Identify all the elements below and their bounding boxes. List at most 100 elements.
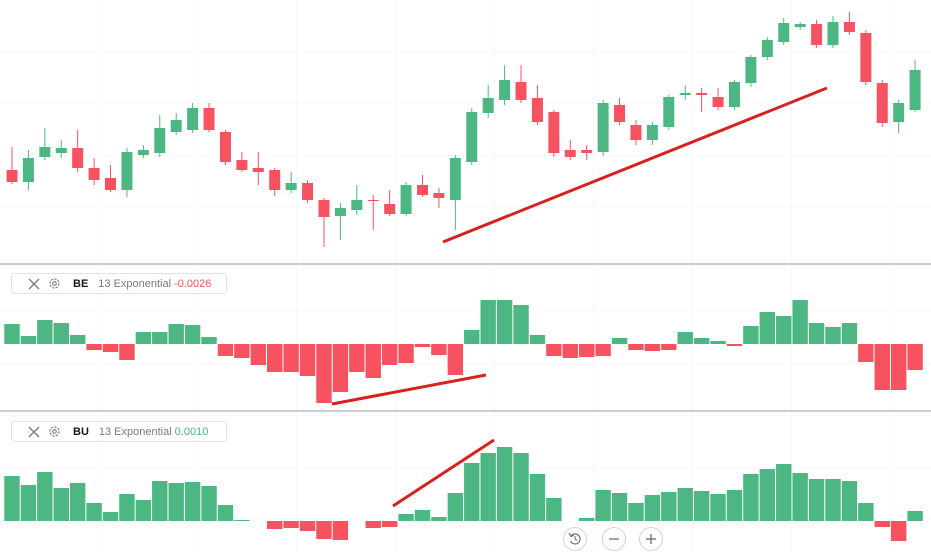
zoom-in-button[interactable] xyxy=(639,527,663,551)
candle-body xyxy=(909,70,921,110)
histogram-bar xyxy=(234,520,250,521)
histogram-bar xyxy=(595,344,611,356)
histogram-bar xyxy=(381,344,398,365)
histogram-bar xyxy=(710,341,726,344)
histogram-bar xyxy=(102,344,119,352)
histogram-bar xyxy=(86,344,102,350)
histogram-bar xyxy=(69,483,86,521)
candle-body xyxy=(170,120,182,132)
histogram-bar xyxy=(4,324,20,344)
candle-body xyxy=(811,24,823,45)
candle-body xyxy=(203,108,215,130)
candle-body xyxy=(482,98,494,113)
candle-body xyxy=(597,103,609,152)
histogram-bar xyxy=(661,344,677,350)
candle-body xyxy=(728,82,740,107)
histogram-bar xyxy=(907,511,923,521)
histogram-bar xyxy=(20,336,37,344)
histogram-bar xyxy=(349,344,365,372)
histogram-bar xyxy=(414,344,431,347)
histogram-bar xyxy=(201,486,217,521)
histogram-bar xyxy=(152,481,168,521)
histogram-bar xyxy=(447,344,464,375)
histogram-bar xyxy=(119,494,135,521)
histogram-bar xyxy=(776,464,792,521)
candle-body xyxy=(564,150,576,157)
zoom-out-button[interactable] xyxy=(602,527,626,551)
candle-body xyxy=(236,160,248,170)
histogram-bar xyxy=(759,312,776,344)
histogram-bar xyxy=(874,344,890,390)
histogram-bar xyxy=(743,326,759,344)
indicator-legend: BU 13 Exponential 0.0010 xyxy=(11,421,227,442)
histogram-bar xyxy=(184,482,201,521)
histogram-bar xyxy=(53,488,69,521)
histogram-bar xyxy=(184,325,201,344)
candle-body xyxy=(449,158,461,200)
histogram-bar xyxy=(644,344,661,351)
histogram-bar xyxy=(365,344,381,378)
histogram-bar xyxy=(890,521,907,541)
histogram-bar xyxy=(578,518,595,521)
histogram-bar xyxy=(529,335,546,344)
histogram-bar xyxy=(299,344,316,376)
candle-body xyxy=(252,168,264,172)
histogram-bar xyxy=(874,521,890,527)
close-icon[interactable] xyxy=(28,426,40,438)
histogram-bar xyxy=(693,491,710,521)
trend-line xyxy=(442,86,828,244)
candle-body xyxy=(39,147,51,157)
histogram-bar xyxy=(299,521,316,531)
candle-body xyxy=(269,170,281,190)
candle-body xyxy=(334,208,346,216)
histogram-bar xyxy=(546,498,562,521)
settings-icon[interactable] xyxy=(48,277,61,290)
candle-body xyxy=(318,200,330,217)
candle-body xyxy=(187,108,199,130)
candle-body xyxy=(712,97,724,107)
histogram-bar xyxy=(496,300,513,344)
candle-body xyxy=(646,125,658,140)
candle-body xyxy=(367,200,379,201)
trend-line xyxy=(331,373,487,406)
histogram-bar xyxy=(513,305,529,344)
candle-body xyxy=(88,168,100,180)
histogram-bar xyxy=(398,514,414,521)
candle-body xyxy=(696,93,708,95)
reset-button[interactable] xyxy=(563,527,587,551)
histogram-bar xyxy=(726,490,743,521)
histogram-bar xyxy=(644,495,661,521)
candle-body xyxy=(548,112,560,153)
candle-body xyxy=(843,22,855,32)
histogram-bar xyxy=(562,344,578,358)
candle-body xyxy=(302,183,314,200)
settings-icon[interactable] xyxy=(48,425,61,438)
histogram-bar xyxy=(890,344,907,390)
histogram-bar xyxy=(464,330,480,344)
candle-body xyxy=(6,170,18,182)
histogram-bar xyxy=(283,521,299,528)
candle-body xyxy=(876,83,888,123)
histogram-bar xyxy=(152,332,168,344)
indicator-description: 13 Exponential xyxy=(98,277,172,290)
histogram-bar xyxy=(529,474,546,521)
histogram-bar xyxy=(611,493,628,521)
histogram-bar xyxy=(4,476,20,521)
candle-body xyxy=(219,132,231,162)
histogram-bar xyxy=(628,503,644,521)
histogram-bar xyxy=(480,300,496,344)
histogram-bar xyxy=(37,472,53,521)
histogram-bar xyxy=(135,332,152,344)
candle-body xyxy=(614,105,626,122)
candle-body xyxy=(630,125,642,140)
indicator-value: -0.0026 xyxy=(174,277,212,290)
candle-body xyxy=(515,82,527,100)
histogram-bar xyxy=(447,493,464,521)
candle-body xyxy=(72,148,84,168)
histogram-bar xyxy=(217,505,234,521)
histogram-bar xyxy=(267,521,283,529)
histogram-bar xyxy=(398,344,414,363)
histogram-bar xyxy=(119,344,135,360)
histogram-bar xyxy=(743,474,759,521)
close-icon[interactable] xyxy=(28,278,40,290)
